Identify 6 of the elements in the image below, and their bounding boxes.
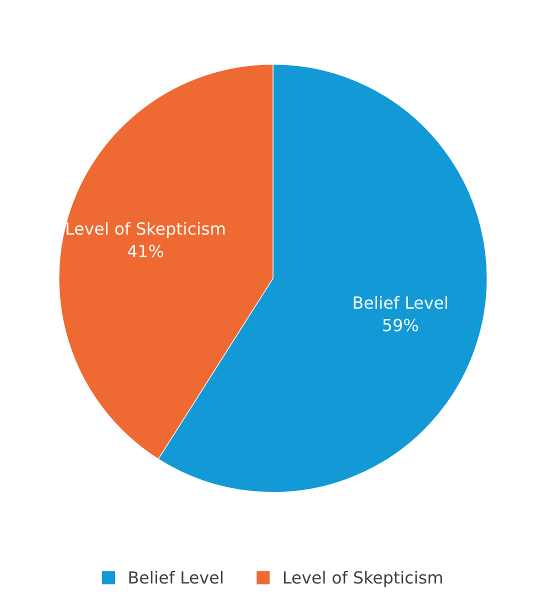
slice-label: Belief Level — [354, 296, 448, 309]
legend-label: Level of Skepticism — [284, 570, 442, 587]
legend-label: Belief Level — [129, 570, 222, 584]
slice-label: Level of Skepticism — [66, 222, 225, 238]
data-label: 59% — [383, 318, 418, 332]
data-label: 41% — [128, 244, 164, 258]
